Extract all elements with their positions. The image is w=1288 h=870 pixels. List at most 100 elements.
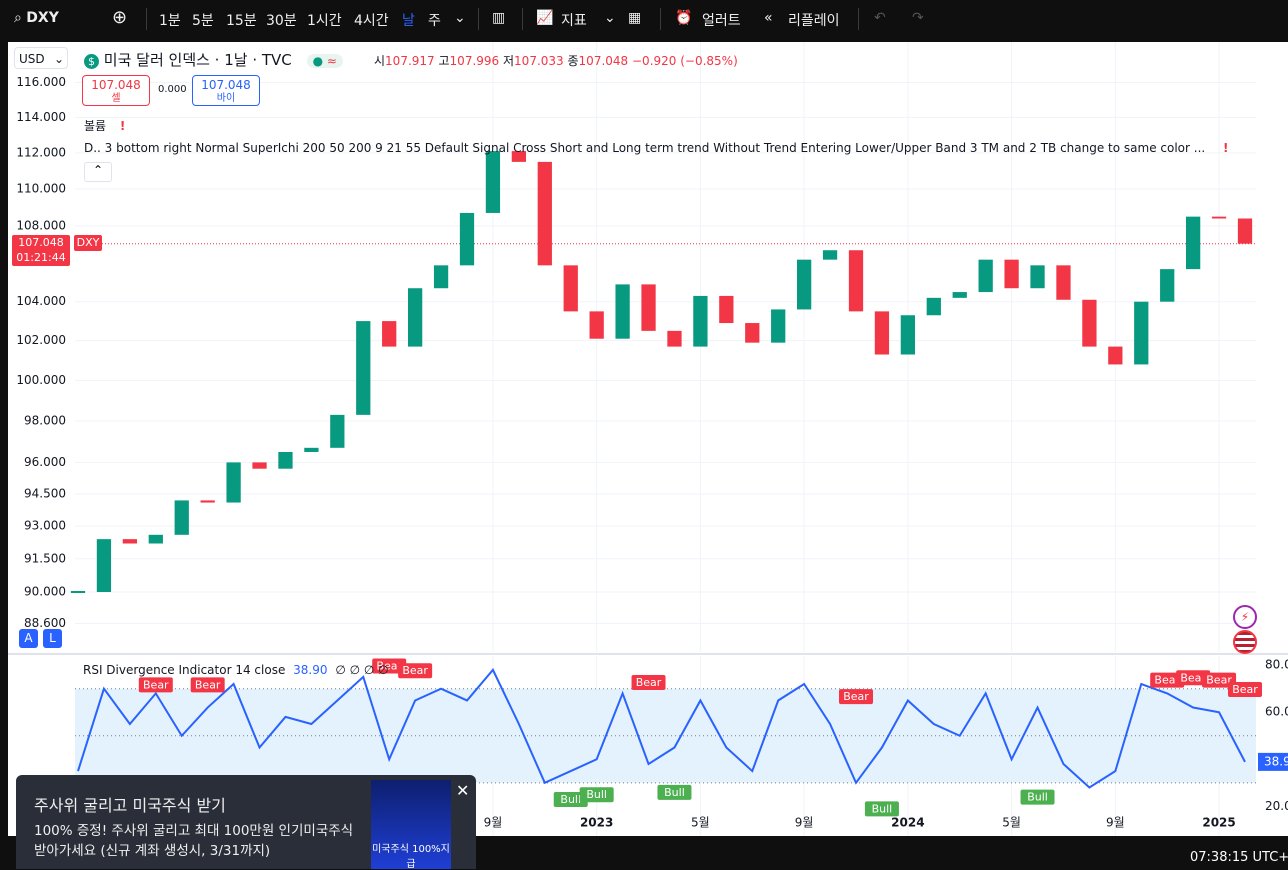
sell-button[interactable]: 107.048 셀	[82, 75, 150, 106]
ohlc-value: 107.048	[578, 54, 629, 68]
volume-label: 볼륨	[84, 119, 107, 133]
buy-label: 바이	[216, 93, 236, 104]
signal-label: Bear	[402, 664, 428, 677]
undo[interactable]: ↶	[874, 10, 886, 26]
candle	[978, 259, 993, 293]
candle	[719, 295, 734, 324]
candle	[1108, 346, 1123, 365]
rsi-value: 38.90	[293, 663, 328, 677]
x-tick-label: 2023	[580, 816, 613, 830]
signal-tag	[1176, 670, 1211, 686]
interval[interactable]: 1분	[159, 13, 181, 29]
separator	[146, 8, 147, 30]
signal-label: Bear	[1154, 674, 1180, 687]
candle	[200, 500, 215, 503]
y-tick-label: 104.000	[16, 294, 66, 308]
interval-menu[interactable]: ⌄	[454, 10, 466, 26]
ohlc-label: 고	[438, 54, 450, 68]
ad-banner[interactable]: 주사위 굴리고 미국주식 받기 100% 증정! 주사위 굴리고 최대 100만…	[16, 775, 476, 870]
candle	[122, 539, 137, 544]
replay[interactable]: 리플레이	[788, 13, 840, 29]
symbol-legend: $ 미국 달러 인덱스 · 1날 · TVC ● ≈	[84, 49, 343, 70]
interval[interactable]: 1시간	[307, 13, 342, 29]
candle	[174, 500, 189, 535]
signal-tag	[1202, 672, 1237, 688]
price-tag-symbol: DXY	[74, 235, 102, 251]
symbol: DXY	[26, 10, 59, 26]
candle	[1004, 259, 1019, 289]
separator	[522, 8, 523, 30]
symbol-search[interactable]: ⌕ DXY	[14, 10, 59, 26]
candle	[900, 315, 915, 355]
sell-label: 셀	[111, 93, 121, 104]
signal-label: Bear	[143, 678, 169, 691]
candle	[1030, 265, 1045, 289]
candle	[589, 311, 604, 339]
x-tick-label: 5월	[691, 816, 710, 830]
ohlc-value: 107.996	[449, 54, 500, 68]
log-scale[interactable]: L	[43, 629, 62, 648]
error-icon: !	[1223, 141, 1229, 155]
events-icon[interactable]: ⚡	[1233, 605, 1257, 629]
signal-label: Bear	[195, 678, 221, 691]
add-symbol[interactable]: ⊕	[112, 7, 128, 28]
chart-type[interactable]: ▥	[492, 10, 506, 26]
y-tick-label: 93.000	[24, 519, 66, 533]
rsi-extra: ∅ ∅ ∅ ∅	[335, 663, 389, 677]
auto-scale[interactable]: A	[19, 629, 38, 648]
indicators-menu[interactable]: ⌄	[604, 10, 616, 26]
collapse-legend[interactable]: ⌃	[84, 162, 112, 182]
y-tick-label: 94.500	[24, 487, 66, 501]
interval[interactable]: 15분	[226, 13, 257, 29]
candle	[874, 311, 890, 355]
candle	[926, 297, 941, 316]
interval-active[interactable]: 날	[402, 13, 415, 29]
signal-tag	[190, 677, 225, 693]
candle	[459, 212, 475, 266]
signal-tag	[398, 663, 433, 679]
candle	[1211, 216, 1227, 219]
ohlc-label: 종	[567, 54, 579, 68]
candle	[1186, 216, 1201, 270]
signal-label: Bull	[664, 786, 685, 799]
ad-image-text: 미국주식 100%지급	[372, 844, 450, 870]
candle	[1237, 218, 1253, 244]
ohlc-value: 107.917	[385, 54, 435, 68]
candle	[330, 414, 345, 448]
country-icon[interactable]	[1233, 630, 1257, 654]
interval[interactable]: 5분	[192, 13, 214, 29]
candle	[848, 250, 864, 312]
rsi-tick-label: 80.00	[1265, 658, 1288, 672]
error-icon: !	[119, 119, 126, 133]
currency-label: USD	[19, 52, 45, 66]
currency[interactable]: USD ⌄	[14, 47, 68, 69]
alerts[interactable]: 얼러트	[702, 13, 741, 29]
separator	[660, 8, 661, 30]
spread: 0.000	[158, 84, 187, 95]
signal-tag	[553, 791, 588, 807]
layouts[interactable]: ▦	[628, 10, 642, 26]
separator	[478, 8, 479, 30]
price-tag-countdown: 01:21:44	[16, 251, 66, 264]
symbol-logo: $	[84, 54, 99, 69]
candle	[485, 151, 501, 213]
y-tick-label: 90.000	[24, 584, 66, 598]
signal-tag	[372, 658, 407, 674]
interval[interactable]: 4시간	[354, 13, 389, 29]
candle	[693, 295, 708, 347]
candle	[563, 265, 578, 312]
buy-button[interactable]: 107.048 바이	[192, 75, 260, 106]
interval[interactable]: 30분	[266, 13, 297, 29]
rsi-last-tag	[1258, 752, 1288, 771]
redo[interactable]: ↷	[912, 10, 924, 26]
signal-label: Bear	[843, 690, 869, 703]
indicators[interactable]: 지표	[561, 13, 587, 29]
y-tick-label: 102.000	[16, 333, 66, 347]
interval[interactable]: 주	[428, 13, 441, 29]
signal-tag	[579, 787, 614, 803]
price-tag: 107.048 01:21:44	[12, 235, 70, 266]
x-tick-label: 9월	[484, 816, 503, 830]
ad-close[interactable]: ✕	[456, 781, 470, 800]
candle	[96, 539, 112, 592]
